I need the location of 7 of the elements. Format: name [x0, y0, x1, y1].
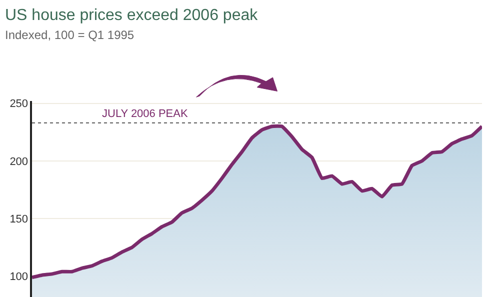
y-tick-label: 200 [10, 156, 28, 168]
chart-title: US house prices exceed 2006 peak [5, 7, 259, 24]
y-tick-label: 150 [10, 213, 28, 226]
y-tick-label: 250 [10, 98, 28, 110]
chart-subtitle: Indexed, 100 = Q1 1995 [5, 28, 134, 42]
y-tick-label: 100 [10, 271, 28, 284]
ref-line-label: JULY 2006 PEAK [102, 108, 188, 120]
